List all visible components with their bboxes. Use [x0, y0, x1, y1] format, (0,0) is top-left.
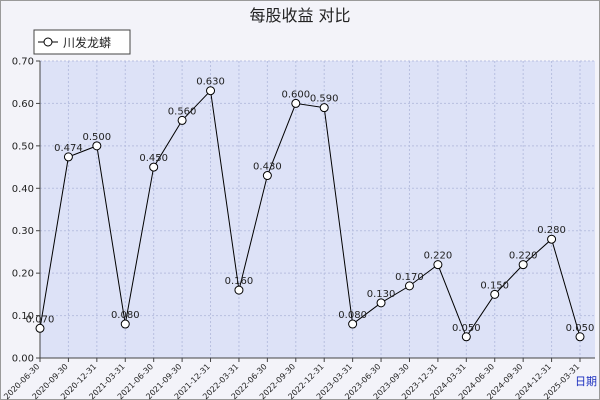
- data-point: [63, 152, 73, 162]
- data-label: 0.220: [509, 251, 538, 262]
- data-point: [149, 162, 159, 172]
- data-label: 0.280: [537, 225, 566, 236]
- data-label: 0.160: [225, 276, 254, 287]
- data-point: [92, 141, 102, 151]
- data-label: 0.220: [424, 251, 453, 262]
- data-label: 0.050: [452, 323, 481, 334]
- data-point: [518, 260, 528, 270]
- x-axis-label: 日期: [575, 375, 597, 388]
- y-tick-label: 0.20: [12, 269, 34, 280]
- data-label: 0.050: [566, 323, 595, 334]
- data-label: 0.080: [111, 310, 140, 321]
- data-label: 0.130: [367, 289, 396, 300]
- data-label: 0.474: [54, 143, 83, 154]
- y-tick-labels: 0.00 0.10 0.20 0.30 0.40 0.50 0.60 0.70: [12, 57, 40, 365]
- chart-title: 每股收益 对比: [249, 6, 350, 25]
- y-tick-label: 0.10: [12, 311, 34, 322]
- data-label: 0.630: [196, 77, 225, 88]
- legend-entry-label: 川发龙蟒: [63, 35, 111, 50]
- data-label: 0.150: [480, 280, 509, 291]
- data-point: [319, 103, 329, 113]
- y-tick-label: 0.40: [12, 184, 34, 195]
- axes: [39, 61, 595, 359]
- y-tick-label: 0.30: [12, 226, 34, 237]
- plot-area: [40, 61, 595, 358]
- data-label: 0.500: [83, 132, 112, 143]
- data-point: [376, 298, 386, 308]
- data-point: [404, 281, 414, 291]
- data-point: [206, 86, 216, 96]
- data-label: 0.170: [395, 272, 424, 283]
- data-point: [575, 332, 585, 342]
- data-point: [35, 323, 45, 333]
- y-tick-label: 0.00: [12, 354, 34, 365]
- y-tick-label: 0.50: [12, 141, 34, 152]
- data-point: [262, 171, 272, 181]
- data-label: 0.430: [253, 162, 282, 173]
- data-label: 0.450: [139, 153, 168, 164]
- data-point: [291, 98, 301, 108]
- data-label: 0.560: [168, 106, 197, 117]
- data-point: [547, 234, 557, 244]
- y-tick-label: 0.70: [12, 57, 34, 68]
- data-label: 0.080: [338, 310, 367, 321]
- data-point: [120, 319, 130, 329]
- series-line: [39, 89, 581, 338]
- data-point: [433, 260, 443, 270]
- data-point: [461, 332, 471, 342]
- data-label: 0.600: [281, 89, 310, 100]
- y-tick-label: 0.60: [12, 99, 34, 110]
- legend: 川发龙蟒: [33, 29, 131, 55]
- grid-lines: [40, 60, 595, 358]
- data-point: [490, 289, 500, 299]
- data-label: 0.590: [310, 94, 339, 105]
- series-group: [35, 86, 585, 342]
- data-label: 0.070: [26, 314, 55, 325]
- data-point: [234, 285, 244, 295]
- data-point: [348, 319, 358, 329]
- data-point: [177, 115, 187, 125]
- legend-marker-icon: [43, 37, 53, 47]
